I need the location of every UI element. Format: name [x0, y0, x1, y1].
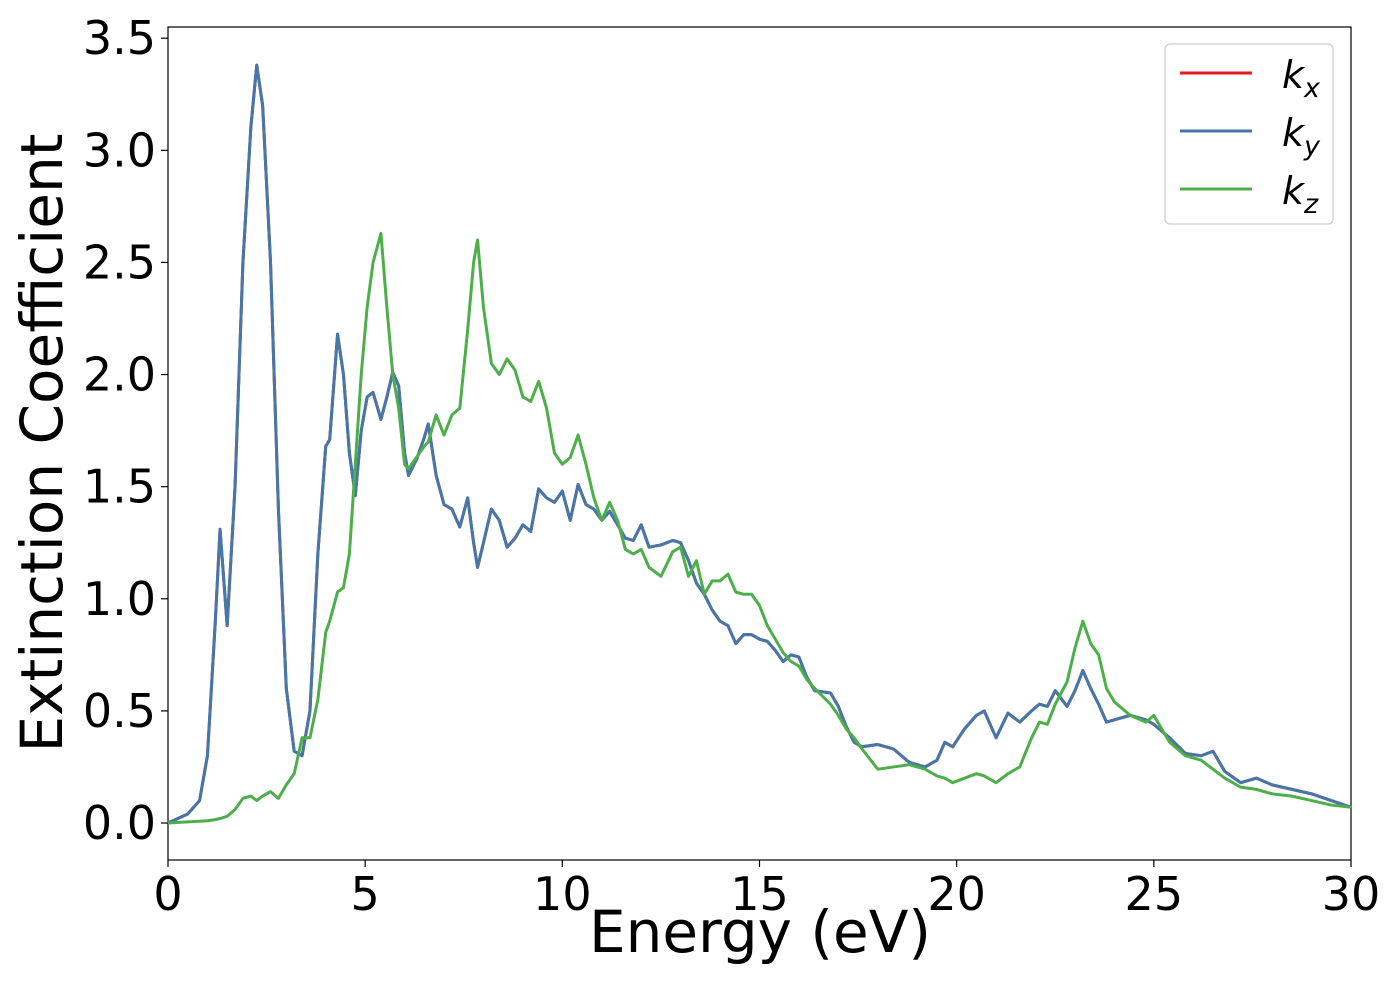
legend-label: kx — [1282, 53, 1321, 104]
y-tick-label: 0.0 — [83, 796, 156, 850]
x-axis-label: Energy (eV) — [589, 898, 931, 966]
x-tick-label: 10 — [533, 867, 592, 921]
y-tick-label: 2.5 — [83, 235, 156, 289]
legend-label: ky — [1282, 111, 1321, 162]
y-tick-label: 1.0 — [83, 572, 156, 626]
x-tick-label: 25 — [1125, 867, 1184, 921]
y-tick-label: 2.0 — [83, 348, 156, 402]
y-tick-label: 1.5 — [83, 460, 156, 514]
data-line — [167, 63, 1352, 825]
data-line — [167, 231, 1352, 825]
x-tick-label: 0 — [153, 867, 182, 921]
x-tick-label: 5 — [351, 867, 380, 921]
y-axis-label: Extinction Coefficient — [8, 134, 76, 753]
y-tick-label: 0.5 — [83, 684, 156, 738]
y-tick-label: 3.5 — [83, 11, 156, 65]
x-tick-label: 15 — [730, 867, 789, 921]
legend-label: kz — [1282, 169, 1319, 220]
legend-box — [1164, 43, 1334, 225]
x-tick-label: 30 — [1322, 867, 1381, 921]
y-tick-label: 3.0 — [83, 123, 156, 177]
x-tick-label: 20 — [927, 867, 986, 921]
